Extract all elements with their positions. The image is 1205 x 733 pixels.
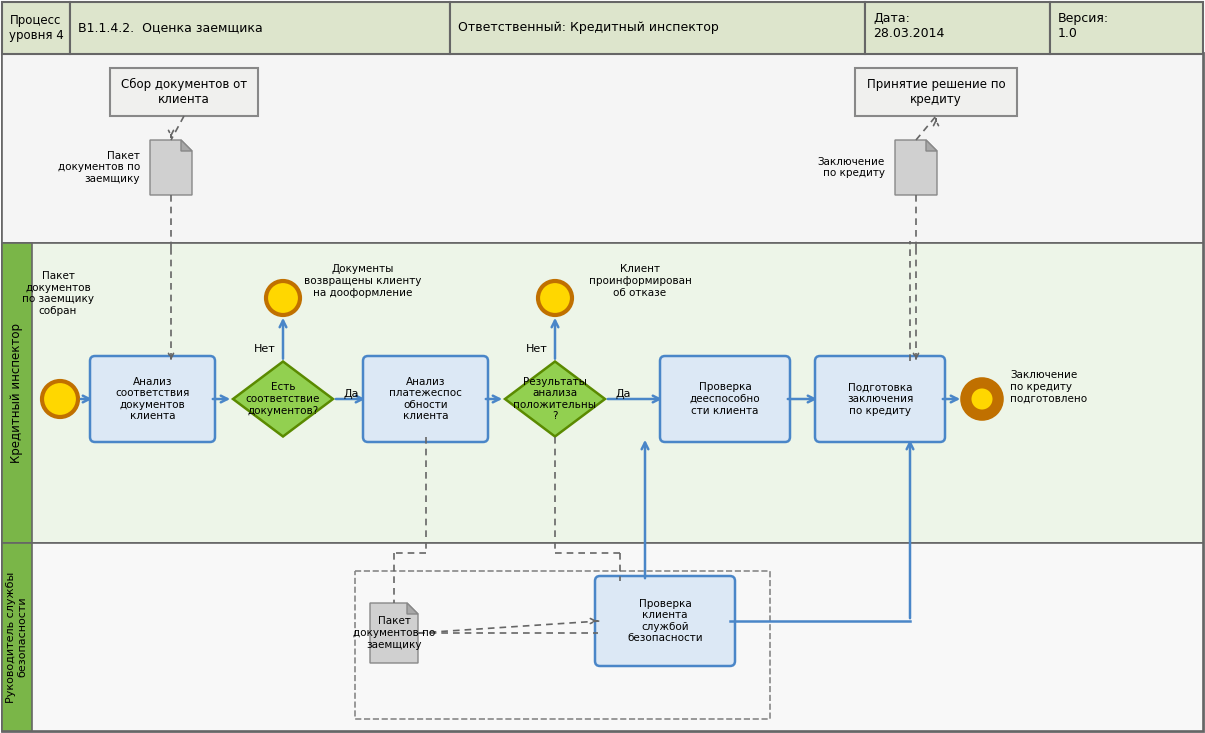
- Text: Результаты
анализа
положительны
?: Результаты анализа положительны ?: [513, 377, 596, 421]
- Text: Подготовка
заключения
по кредиту: Подготовка заключения по кредиту: [847, 383, 913, 416]
- FancyBboxPatch shape: [815, 356, 945, 442]
- Bar: [449, 2, 865, 54]
- Text: B1.1.4.2.  Оценка заемщика: B1.1.4.2. Оценка заемщика: [78, 21, 263, 34]
- FancyBboxPatch shape: [595, 576, 735, 666]
- Text: Заключение
по кредиту
подготовлено: Заключение по кредиту подготовлено: [1010, 370, 1087, 404]
- Text: Заключение
по кредиту: Заключение по кредиту: [818, 157, 884, 178]
- Text: Процесс
уровня 4: Процесс уровня 4: [8, 14, 64, 42]
- Polygon shape: [181, 140, 192, 151]
- Polygon shape: [149, 140, 192, 195]
- Text: Версия:
1.0: Версия: 1.0: [1058, 12, 1109, 40]
- Polygon shape: [370, 603, 418, 663]
- Bar: [2, 543, 33, 731]
- Text: Есть
соответствие
документов?: Есть соответствие документов?: [246, 383, 321, 416]
- Bar: [1050, 2, 1203, 54]
- Text: Пакет
документов по
заемщику: Пакет документов по заемщику: [58, 151, 140, 184]
- Text: Пакет
документов
по заемщику
собран: Пакет документов по заемщику собран: [22, 271, 94, 316]
- Bar: [856, 68, 1017, 116]
- Circle shape: [537, 281, 572, 315]
- Text: Да: Да: [343, 389, 359, 399]
- Text: Клиент
проинформирован
об отказе: Клиент проинформирован об отказе: [588, 265, 692, 298]
- FancyBboxPatch shape: [363, 356, 488, 442]
- Text: Анализ
соответствия
документов
клиента: Анализ соответствия документов клиента: [116, 377, 189, 421]
- Text: Нет: Нет: [527, 345, 548, 355]
- Bar: [110, 68, 258, 116]
- Bar: [2, 53, 1203, 243]
- FancyBboxPatch shape: [90, 356, 214, 442]
- Circle shape: [963, 380, 1001, 418]
- Bar: [865, 2, 1050, 54]
- Bar: [355, 571, 770, 719]
- Polygon shape: [407, 603, 418, 614]
- Polygon shape: [233, 361, 333, 436]
- Polygon shape: [505, 361, 605, 436]
- Text: Да: Да: [616, 389, 630, 399]
- Bar: [2, 243, 33, 543]
- Text: Кредитный инспектор: Кредитный инспектор: [11, 323, 24, 463]
- Circle shape: [968, 385, 997, 413]
- Bar: [2, 243, 1203, 543]
- Text: Сбор документов от
клиента: Сбор документов от клиента: [120, 78, 247, 106]
- Polygon shape: [925, 140, 937, 151]
- Text: Документы
возвращены клиенту
на дооформление: Документы возвращены клиенту на дооформл…: [305, 265, 422, 298]
- Text: Проверка
клиента
службой
безопасности: Проверка клиента службой безопасности: [627, 599, 703, 644]
- FancyBboxPatch shape: [660, 356, 790, 442]
- Text: Пакет
документов по
заемщику: Пакет документов по заемщику: [353, 616, 435, 649]
- Text: Проверка
дееспособно
сти клиента: Проверка дееспособно сти клиента: [689, 383, 760, 416]
- Text: Нет: Нет: [254, 345, 276, 355]
- Circle shape: [42, 381, 78, 417]
- Bar: [70, 2, 449, 54]
- Circle shape: [266, 281, 300, 315]
- Text: Ответственный: Кредитный инспектор: Ответственный: Кредитный инспектор: [458, 21, 718, 34]
- Text: Анализ
платежеспос
обности
клиента: Анализ платежеспос обности клиента: [389, 377, 462, 421]
- Bar: [2, 543, 1203, 731]
- Text: Принятие решение по
кредиту: Принятие решение по кредиту: [866, 78, 1005, 106]
- Polygon shape: [895, 140, 937, 195]
- Text: Руководитель службы
безопасности: Руководитель службы безопасности: [6, 572, 28, 703]
- Text: Дата:
28.03.2014: Дата: 28.03.2014: [872, 12, 945, 40]
- Bar: [2, 2, 70, 54]
